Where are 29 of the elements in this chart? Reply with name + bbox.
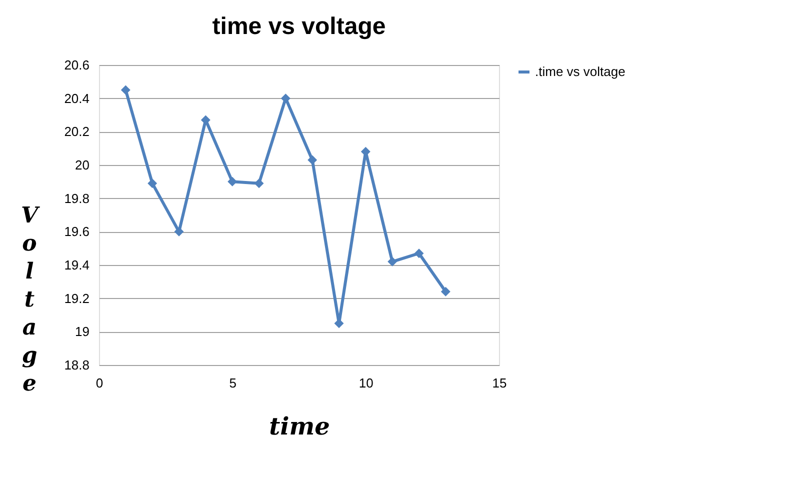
x-tick-label: 10 xyxy=(358,376,374,390)
point xyxy=(280,94,290,104)
x-tick-label: 5 xyxy=(229,376,236,390)
y-tick-label: 20.6 xyxy=(64,58,90,72)
x-axis-title: time xyxy=(269,412,330,440)
y-tick-label: 20.4 xyxy=(64,90,90,106)
legend-label: .time vs voltage xyxy=(535,64,626,79)
y-tick-label: 19.6 xyxy=(64,224,90,240)
point xyxy=(440,286,450,296)
y-tick-label: 20 xyxy=(75,158,90,172)
point xyxy=(388,256,398,266)
point xyxy=(308,155,318,165)
y-tick-label: 19.4 xyxy=(64,258,90,272)
point xyxy=(120,85,130,95)
chart-title: time vs voltage xyxy=(212,13,386,40)
y-axis-title: Voltage xyxy=(20,202,40,396)
x-tick-label: 15 xyxy=(492,376,507,390)
point xyxy=(174,226,184,236)
point xyxy=(148,178,158,188)
x-tick-label: 0 xyxy=(96,376,104,390)
point xyxy=(360,146,370,156)
point xyxy=(414,248,424,258)
point xyxy=(254,178,264,188)
y-tick-label: 20.2 xyxy=(64,124,90,140)
y-tick-label: 19.2 xyxy=(64,290,90,306)
y-tick-label: 19 xyxy=(75,324,90,340)
y-tick-label: 18.8 xyxy=(64,358,90,372)
y-tick-label: 19.8 xyxy=(64,190,90,206)
point xyxy=(228,176,238,186)
